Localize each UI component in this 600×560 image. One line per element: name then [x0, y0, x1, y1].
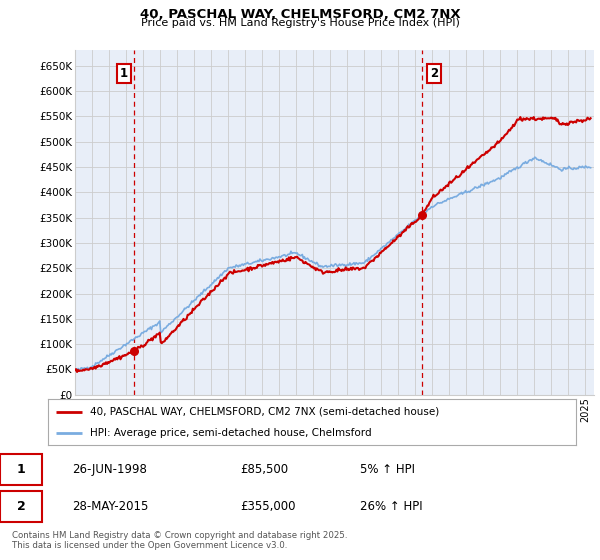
Text: 26-JUN-1998: 26-JUN-1998	[72, 463, 147, 477]
Text: 28-MAY-2015: 28-MAY-2015	[72, 500, 148, 513]
Text: 1: 1	[17, 463, 25, 477]
Text: HPI: Average price, semi-detached house, Chelmsford: HPI: Average price, semi-detached house,…	[90, 428, 372, 438]
FancyBboxPatch shape	[0, 491, 42, 522]
Text: 40, PASCHAL WAY, CHELMSFORD, CM2 7NX: 40, PASCHAL WAY, CHELMSFORD, CM2 7NX	[140, 8, 460, 21]
Text: 1: 1	[120, 67, 128, 80]
Text: Contains HM Land Registry data © Crown copyright and database right 2025.
This d: Contains HM Land Registry data © Crown c…	[12, 531, 347, 550]
Text: 40, PASCHAL WAY, CHELMSFORD, CM2 7NX (semi-detached house): 40, PASCHAL WAY, CHELMSFORD, CM2 7NX (se…	[90, 407, 439, 417]
Text: 26% ↑ HPI: 26% ↑ HPI	[360, 500, 422, 513]
Text: 2: 2	[17, 500, 25, 513]
Text: £85,500: £85,500	[240, 463, 288, 477]
Text: 2: 2	[430, 67, 438, 80]
Text: £355,000: £355,000	[240, 500, 296, 513]
FancyBboxPatch shape	[0, 454, 42, 486]
Text: 5% ↑ HPI: 5% ↑ HPI	[360, 463, 415, 477]
Text: Price paid vs. HM Land Registry's House Price Index (HPI): Price paid vs. HM Land Registry's House …	[140, 18, 460, 28]
